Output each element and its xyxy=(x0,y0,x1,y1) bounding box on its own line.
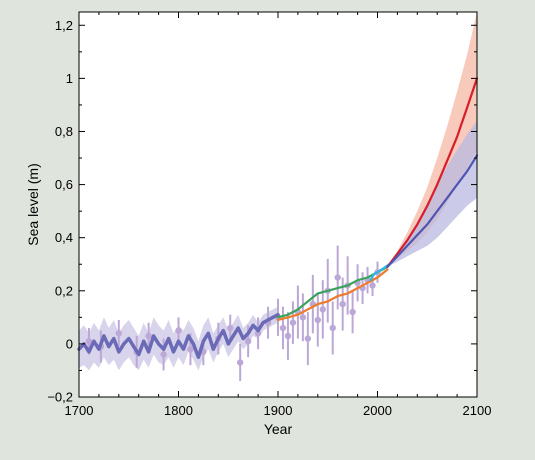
series-1-point xyxy=(329,324,336,332)
series-1-point xyxy=(334,274,341,281)
series-1-point xyxy=(254,330,262,337)
series-1-point xyxy=(187,346,194,353)
series-1-point xyxy=(244,338,252,345)
series-1-point xyxy=(314,316,321,324)
series-1-point xyxy=(289,319,297,326)
series-2-line xyxy=(276,265,389,319)
series-1-point xyxy=(304,335,312,342)
series-1-point xyxy=(339,300,346,308)
series-1-point xyxy=(145,332,152,340)
tick-labels: 1700 1800 1900 2000 2100 −0,2 0 0,2 0,4 0,6 0,8 1 1,… xyxy=(47,18,491,418)
series-0-line xyxy=(77,312,280,359)
series-1-point xyxy=(319,306,326,313)
series-5-line xyxy=(386,77,479,268)
series-1-point xyxy=(236,359,244,366)
y-tick-label: 1,2 xyxy=(55,18,73,33)
series-1-point xyxy=(349,308,356,316)
x-tick-label: 2000 xyxy=(363,403,392,418)
x-tick-label: 1900 xyxy=(264,403,293,418)
series-lines xyxy=(77,77,479,359)
y-tick-label: 0 xyxy=(66,336,73,351)
y-tick-label: 0,4 xyxy=(55,230,73,245)
series-1-point xyxy=(279,324,287,332)
y-tick-label: −0,2 xyxy=(47,390,73,405)
series-4-line xyxy=(369,263,391,282)
series-6-line xyxy=(386,154,479,268)
series-1-point xyxy=(369,282,376,289)
axis-ticks xyxy=(78,12,478,398)
y-tick-label: 0,8 xyxy=(55,124,73,139)
series-1-point xyxy=(85,338,93,345)
y-axis-title: Sea level (m) xyxy=(25,163,41,245)
series-6-band xyxy=(387,120,477,267)
series-1-point xyxy=(115,330,123,337)
x-tick-label: 2100 xyxy=(463,403,492,418)
series-1-point xyxy=(227,324,234,332)
x-tick-label: 1800 xyxy=(164,403,193,418)
series-1-point xyxy=(284,332,292,340)
series-1-point xyxy=(299,314,307,321)
x-axis-title: Year xyxy=(264,421,293,437)
y-tick-label: 0,6 xyxy=(55,177,73,192)
x-tick-label: 1700 xyxy=(65,403,94,418)
y-tick-label: 1 xyxy=(66,71,73,86)
y-tick-label: 0,2 xyxy=(55,283,73,298)
series-1-point xyxy=(160,351,167,358)
series-3-line xyxy=(276,268,389,322)
series-1-point xyxy=(175,327,182,334)
